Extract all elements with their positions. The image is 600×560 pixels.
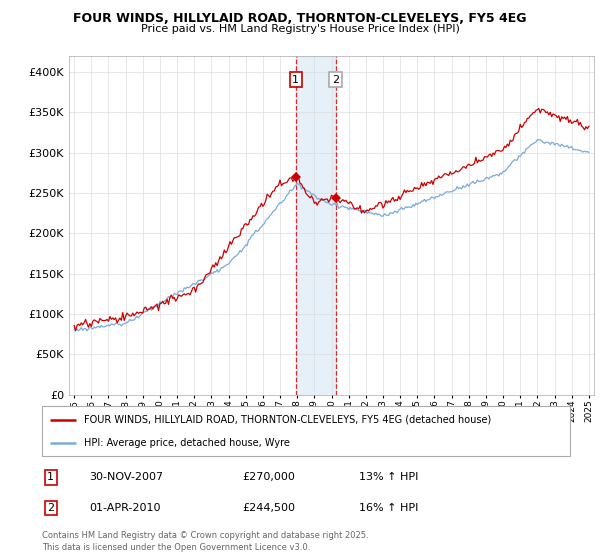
Text: £244,500: £244,500 (242, 503, 296, 513)
Text: 2: 2 (47, 503, 55, 513)
Text: Price paid vs. HM Land Registry's House Price Index (HPI): Price paid vs. HM Land Registry's House … (140, 24, 460, 34)
Text: 1: 1 (47, 472, 54, 482)
Text: 30-NOV-2007: 30-NOV-2007 (89, 472, 164, 482)
Text: Contains HM Land Registry data © Crown copyright and database right 2025.
This d: Contains HM Land Registry data © Crown c… (42, 531, 368, 552)
Text: £270,000: £270,000 (242, 472, 296, 482)
FancyBboxPatch shape (42, 406, 570, 456)
Text: FOUR WINDS, HILLYLAID ROAD, THORNTON-CLEVELEYS, FY5 4EG: FOUR WINDS, HILLYLAID ROAD, THORNTON-CLE… (73, 12, 527, 25)
Bar (296, 56, 336, 395)
Text: FOUR WINDS, HILLYLAID ROAD, THORNTON-CLEVELEYS, FY5 4EG (detached house): FOUR WINDS, HILLYLAID ROAD, THORNTON-CLE… (84, 414, 491, 424)
Text: 2: 2 (332, 74, 340, 85)
Text: 13% ↑ HPI: 13% ↑ HPI (359, 472, 418, 482)
Text: 1: 1 (292, 74, 299, 85)
Text: 16% ↑ HPI: 16% ↑ HPI (359, 503, 418, 513)
Text: 01-APR-2010: 01-APR-2010 (89, 503, 161, 513)
Text: HPI: Average price, detached house, Wyre: HPI: Average price, detached house, Wyre (84, 438, 290, 448)
